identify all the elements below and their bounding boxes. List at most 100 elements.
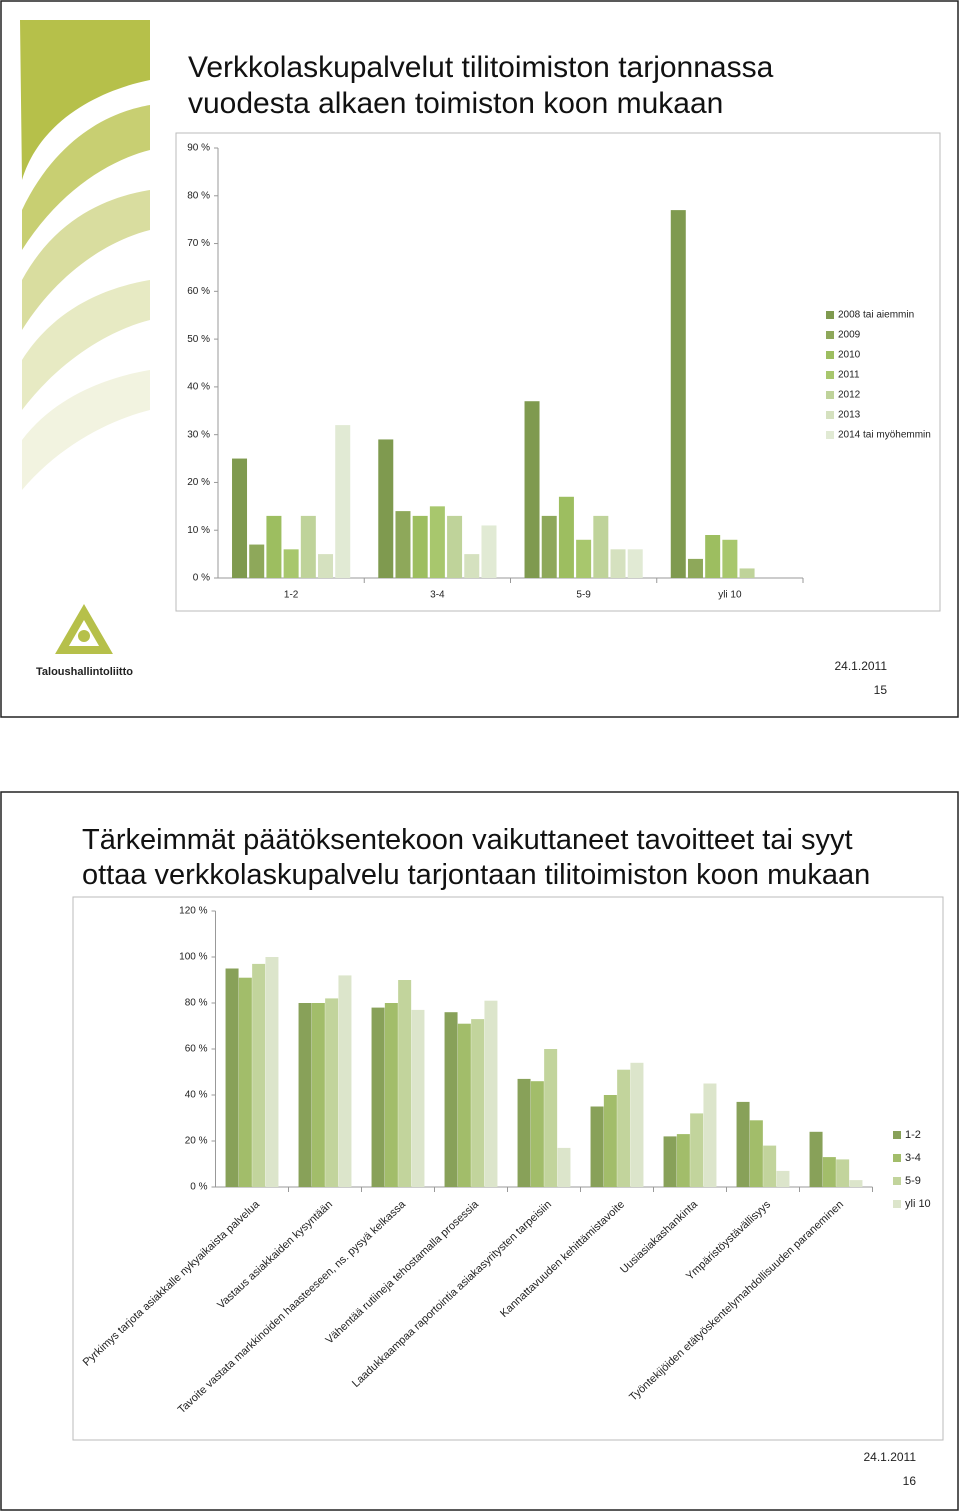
bar <box>481 525 497 578</box>
bar <box>464 554 480 578</box>
legend-swatch <box>893 1131 901 1139</box>
slide-date: 24.1.2011 <box>864 1450 917 1464</box>
bar <box>749 1120 763 1187</box>
bar <box>318 554 334 578</box>
bar <box>593 515 609 578</box>
legend-swatch <box>893 1177 901 1185</box>
bar <box>447 515 463 578</box>
bar <box>544 1049 558 1187</box>
bar <box>590 1106 604 1187</box>
legend-swatch <box>826 351 834 359</box>
bar <box>576 539 592 578</box>
bar <box>627 549 643 578</box>
bar <box>283 549 299 578</box>
legend-swatch <box>826 431 834 439</box>
bar <box>444 1012 458 1187</box>
legend-label: 2013 <box>838 410 861 421</box>
y-tick-label: 90 % <box>187 143 210 154</box>
bar <box>517 1078 531 1187</box>
page-number: 15 <box>874 683 888 697</box>
y-tick-label: 120 % <box>179 906 207 917</box>
y-tick-label: 0 % <box>193 573 210 584</box>
y-tick-label: 40 % <box>187 382 210 393</box>
bar <box>836 1159 850 1187</box>
bar <box>484 1000 498 1187</box>
bar <box>265 957 279 1187</box>
bar <box>617 1069 631 1187</box>
logo: Taloushallintoliitto <box>36 604 133 678</box>
bar <box>703 1083 717 1187</box>
bar <box>266 515 282 578</box>
bar <box>557 1147 571 1187</box>
bar <box>225 968 239 1187</box>
bar <box>457 1023 471 1187</box>
y-tick-label: 30 % <box>187 429 210 440</box>
slide-date: 24.1.2011 <box>835 659 888 673</box>
bar <box>411 1009 425 1187</box>
page-number: 16 <box>903 1474 917 1488</box>
bar <box>335 425 351 578</box>
bar <box>690 1113 704 1187</box>
bar <box>524 401 540 578</box>
legend-swatch <box>893 1200 901 1208</box>
legend-label: yli 10 <box>905 1198 931 1210</box>
chart-frame <box>175 132 941 612</box>
y-tick-label: 70 % <box>187 238 210 249</box>
legend-swatch <box>826 331 834 339</box>
bar <box>298 1003 312 1187</box>
bar <box>412 515 428 578</box>
bar <box>378 439 394 578</box>
bar <box>687 558 703 578</box>
bar <box>384 1003 398 1187</box>
bar <box>541 515 557 578</box>
legend-label: 2010 <box>838 350 861 361</box>
y-tick-label: 100 % <box>179 952 207 963</box>
bar <box>705 535 721 578</box>
chart-title: Verkkolaskupalvelut tilitoimiston tarjon… <box>188 51 774 120</box>
bar <box>670 210 686 578</box>
legend-label: 3-4 <box>905 1152 921 1164</box>
x-tick-label: 3-4 <box>430 590 445 601</box>
y-tick-label: 40 % <box>185 1090 208 1101</box>
y-tick-label: 20 % <box>185 1136 208 1147</box>
bar <box>429 506 445 578</box>
chart-frame <box>72 896 944 1441</box>
bar <box>249 544 265 578</box>
bar <box>371 1007 385 1187</box>
bar <box>398 980 412 1187</box>
bar <box>300 515 316 578</box>
legend-swatch <box>826 411 834 419</box>
bar <box>558 496 574 578</box>
bar <box>311 1003 325 1187</box>
decoration <box>22 105 150 250</box>
y-tick-label: 60 % <box>185 1044 208 1055</box>
y-tick-label: 0 % <box>190 1182 207 1193</box>
bar <box>471 1019 485 1187</box>
legend-swatch <box>893 1154 901 1162</box>
y-tick-label: 20 % <box>187 477 210 488</box>
legend-label: 2009 <box>838 330 861 341</box>
y-tick-label: 80 % <box>185 998 208 1009</box>
legend-label: 5-9 <box>905 1175 921 1187</box>
bar <box>722 539 738 578</box>
y-tick-label: 60 % <box>187 286 210 297</box>
decoration <box>22 190 150 330</box>
legend-swatch <box>826 371 834 379</box>
bar <box>736 1101 750 1187</box>
logo-mark <box>55 604 113 654</box>
legend-label: 1-2 <box>905 1129 921 1141</box>
bar <box>776 1170 790 1187</box>
x-tick-label: 1-2 <box>284 590 299 601</box>
logo-text: Taloushallintoliitto <box>36 666 133 678</box>
y-tick-label: 10 % <box>187 525 210 536</box>
decoration <box>20 20 150 180</box>
legend-label: 2012 <box>838 390 861 401</box>
bar <box>530 1081 544 1187</box>
legend-label: 2008 tai aiemmin <box>838 310 914 321</box>
decoration <box>22 280 150 410</box>
legend-swatch <box>826 311 834 319</box>
legend-swatch <box>826 391 834 399</box>
bar <box>395 511 411 578</box>
